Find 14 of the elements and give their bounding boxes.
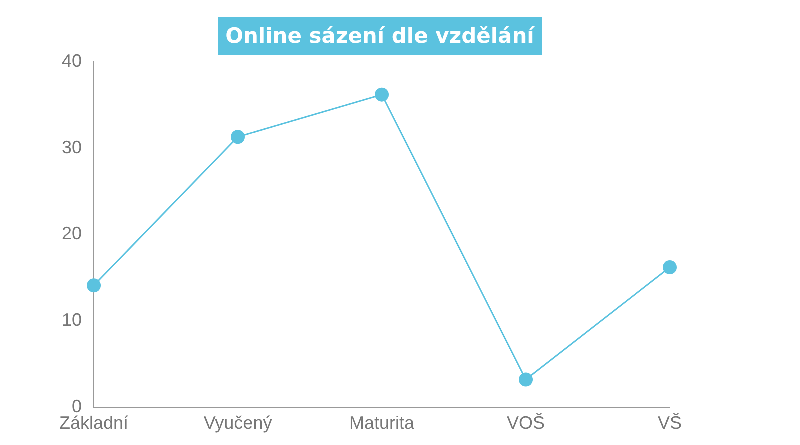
point <box>231 130 246 144</box>
y-tick-label: 40 <box>62 50 82 71</box>
y-tick-label: 20 <box>62 224 82 244</box>
y-tick-label: 30 <box>62 137 82 158</box>
point <box>519 372 534 387</box>
point <box>87 278 102 293</box>
x-tick-label: Vyučený <box>204 413 272 434</box>
x-tick-label: VOŠ <box>507 413 546 434</box>
x-tick-label: VŠ <box>658 413 682 434</box>
point <box>663 260 677 275</box>
chart-title: Online sázení dle vzdělání <box>218 17 542 55</box>
y-tick-label: 10 <box>62 310 82 330</box>
x-tick-label: Maturita <box>349 413 416 434</box>
point <box>375 88 390 102</box>
